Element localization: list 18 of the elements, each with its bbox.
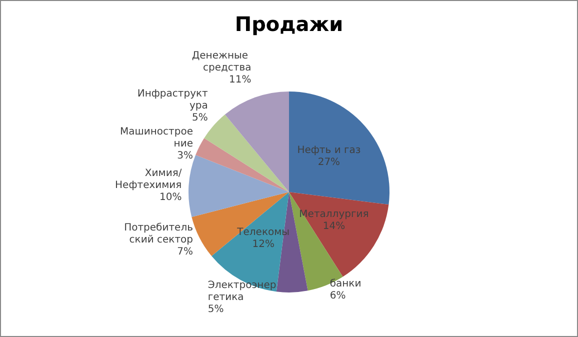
data-label: 10% <box>159 192 182 203</box>
data-label: 3% <box>177 150 193 162</box>
slice-label: банки <box>330 278 362 290</box>
slice-label: Машиностроение <box>120 126 193 150</box>
chart-title: Продажи <box>234 12 344 36</box>
data-label: 5% <box>192 112 208 124</box>
slice-label: Денежные средства <box>192 50 252 74</box>
data-label: 12% <box>252 239 274 250</box>
slice-label: Потребительский сектор <box>124 222 194 246</box>
slice-label: Химия/Нефтехимия <box>115 168 182 191</box>
data-label: 7% <box>177 246 193 258</box>
slice-label: Инфраструктура <box>137 88 208 112</box>
data-label: 27% <box>318 157 340 168</box>
data-label: 5% <box>208 304 224 315</box>
slice-label: Нефть и газ <box>297 145 361 156</box>
data-label: 14% <box>322 220 346 232</box>
data-label: 6% <box>330 290 346 302</box>
data-label: 11% <box>229 74 252 86</box>
